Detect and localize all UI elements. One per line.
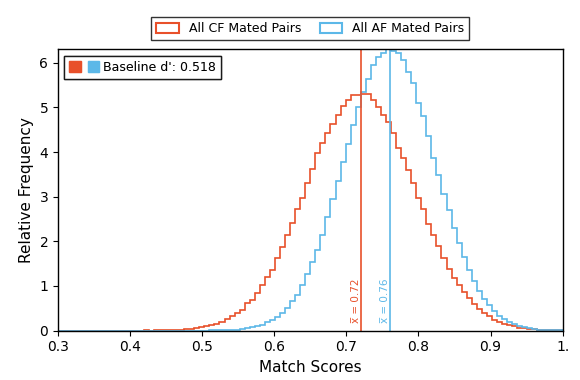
Text: x̅ = 0.72: x̅ = 0.72 (351, 278, 361, 323)
Legend: , Baseline d': 0.518: , Baseline d': 0.518 (64, 55, 221, 79)
X-axis label: Match Scores: Match Scores (259, 360, 361, 375)
Text: x̅ = 0.76: x̅ = 0.76 (379, 278, 390, 323)
Y-axis label: Relative Frequency: Relative Frequency (19, 117, 34, 263)
